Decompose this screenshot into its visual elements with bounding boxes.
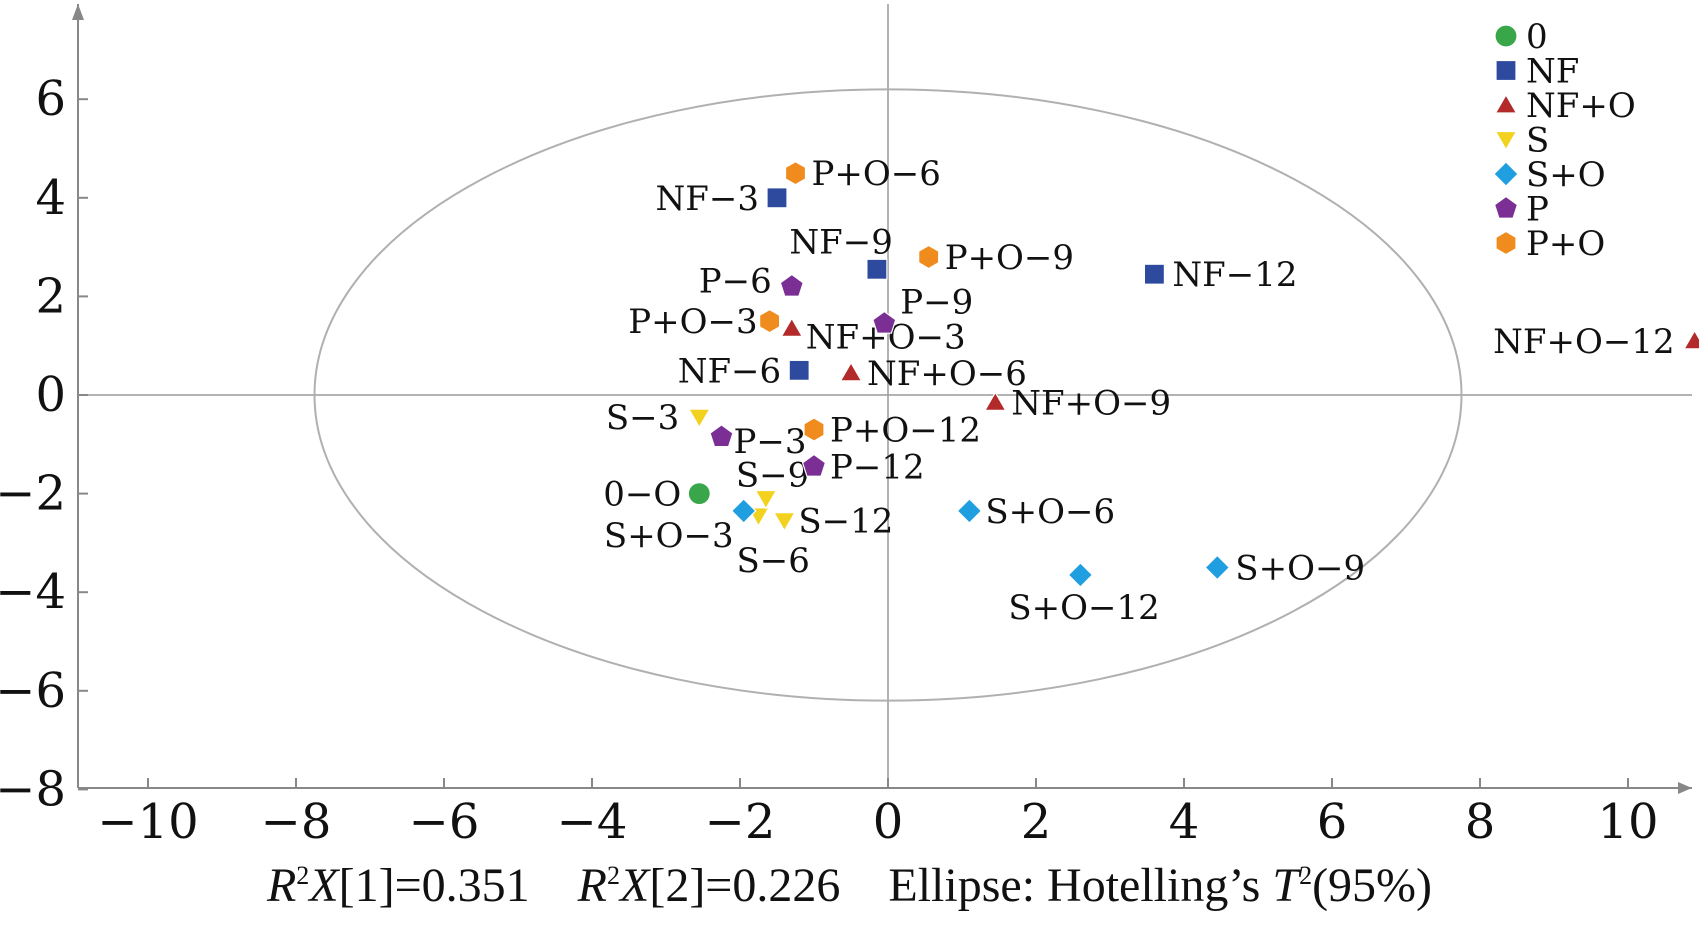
legend-marker <box>1495 59 1517 82</box>
point-label: S−3 <box>606 398 679 438</box>
point-label: P−12 <box>830 447 925 487</box>
point-p <box>872 310 897 334</box>
x-tick-label: −2 <box>705 794 776 850</box>
y-tick-label: 2 <box>35 268 66 324</box>
legend-label: S+O <box>1526 155 1606 195</box>
point-p <box>709 424 734 448</box>
legend-marker <box>1494 130 1518 151</box>
x-tick-label: 10 <box>1597 794 1658 850</box>
legend-marker <box>1495 230 1517 256</box>
x-tick-label: 0 <box>873 794 904 850</box>
legend-label: S <box>1526 121 1549 161</box>
point-nf-plus-o <box>839 361 863 382</box>
legend-label: P <box>1526 190 1549 230</box>
point-label: S+O−12 <box>1008 588 1159 628</box>
y-axis-arrow <box>72 4 84 20</box>
y-tick-label: −4 <box>0 564 66 620</box>
point-label: S+O−9 <box>1235 549 1365 589</box>
scores-plot-svg: −10 −8 −6 −4 −2 0 2 4 6 8 10 6 4 2 0 −2 −4 −6 −8 0−O NF−3 NF−… <box>0 4 1699 850</box>
legend-label: 0 <box>1526 17 1548 57</box>
point-label: P+O−9 <box>945 238 1074 278</box>
point-label: NF+O−6 <box>867 354 1027 394</box>
x-tick-label: 4 <box>1169 794 1200 850</box>
x-tick-label: 2 <box>1021 794 1052 850</box>
point-p-plus-o <box>758 308 781 334</box>
y-tick-label: −6 <box>0 663 66 719</box>
y-tick-label: 6 <box>35 71 66 127</box>
x-tick-label: 6 <box>1317 794 1348 850</box>
r2x2-text: R2X[2]=0.226 <box>577 859 841 912</box>
legend-marker <box>1493 195 1519 219</box>
point-label: P−3 <box>734 422 807 462</box>
point-label: P−9 <box>900 283 973 323</box>
point-p-plus-o <box>918 244 940 270</box>
point-label: S+O−6 <box>985 492 1115 532</box>
point-s <box>754 489 778 510</box>
legend-label: P+O <box>1526 224 1605 264</box>
legend-marker <box>1494 24 1518 48</box>
point-label: P+O−12 <box>830 411 981 451</box>
y-tick-label: 4 <box>35 170 66 226</box>
y-tick-label: −2 <box>0 466 66 522</box>
point-s-plus-o <box>1067 562 1094 588</box>
point-label: 0−O <box>603 475 681 515</box>
point-nf <box>1143 263 1166 285</box>
legend-marker <box>1494 93 1518 114</box>
x-tick-label: −8 <box>261 794 332 850</box>
point-p-plus-o <box>784 161 807 186</box>
legend-label: NF <box>1526 52 1579 92</box>
point-label: P+O−3 <box>628 302 757 342</box>
point-s-plus-o <box>730 498 757 524</box>
point-p <box>801 453 827 477</box>
point-label: P−6 <box>699 262 772 302</box>
legend-label: NF+O <box>1526 86 1636 126</box>
point-label: NF+O−12 <box>1493 322 1674 362</box>
point-label: S−12 <box>798 502 893 542</box>
point-s <box>687 408 711 429</box>
point-label: P+O−6 <box>812 154 941 194</box>
hotelling-ellipse <box>313 88 1463 702</box>
point-nf-plus-o <box>1683 329 1699 350</box>
ellipse-text: Ellipse: Hotelling’s T2(95%) <box>888 859 1433 912</box>
point-nf <box>788 359 810 381</box>
point-nf <box>766 187 788 209</box>
point-label: NF−9 <box>789 222 892 262</box>
r2x1-text: R2X[1]=0.351 <box>266 859 530 912</box>
point-nf-plus-o <box>780 317 804 337</box>
point-label: NF−6 <box>678 351 781 391</box>
point-label: S−9 <box>736 456 809 496</box>
point-label: NF−12 <box>1172 255 1297 295</box>
point-nf-plus-o <box>983 391 1007 411</box>
y-tick-label: 0 <box>35 367 66 423</box>
x-axis-arrow <box>1678 782 1692 794</box>
point-p-plus-o <box>803 417 825 442</box>
legend-marker <box>1493 161 1519 187</box>
point-s-plus-o <box>956 498 983 524</box>
x-tick-label: −4 <box>557 794 628 850</box>
point-label: NF+O−9 <box>1011 383 1171 423</box>
y-tick-label: −8 <box>0 761 66 817</box>
point-0 <box>687 482 711 506</box>
x-tick-label: −6 <box>409 794 480 850</box>
x-tick-label: 8 <box>1465 794 1496 850</box>
point-s-plus-o <box>1204 554 1231 581</box>
point-label: S+O−3 <box>604 516 734 556</box>
plot-footer: R2X[1]=0.351 R2X[2]=0.226 Ellipse: Hotel… <box>0 858 1699 928</box>
point-label: NF−3 <box>656 179 759 219</box>
x-tick-label: −10 <box>97 794 198 850</box>
point-nf <box>866 258 888 280</box>
point-s <box>772 512 796 532</box>
point-label: S−6 <box>737 541 810 581</box>
point-p <box>779 273 804 297</box>
